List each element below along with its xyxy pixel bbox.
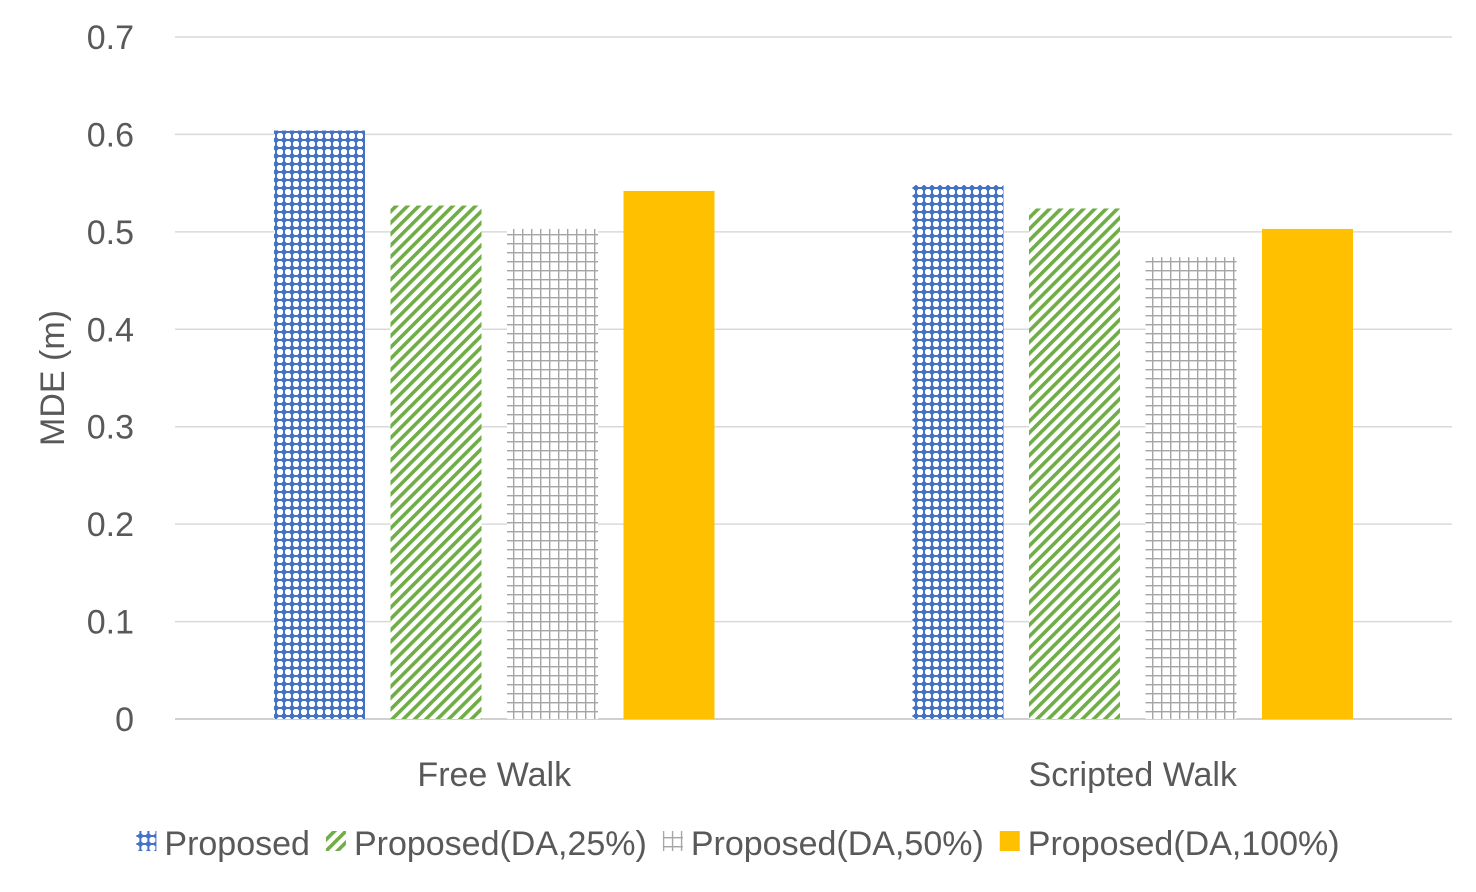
bar-proposed-da-100--scripted-walk: [1262, 228, 1353, 720]
legend-item: Proposed(DA,50%): [662, 825, 984, 863]
bar-proposed-da-50--scripted-walk: [1145, 257, 1237, 719]
bar-proposed-da-25--free-walk: [390, 205, 482, 720]
bars: [274, 130, 1353, 720]
legend-label: Proposed(DA,25%): [354, 825, 647, 863]
y-tick-label: 0.4: [87, 311, 134, 349]
legend-item: Proposed(DA,100%): [999, 825, 1340, 863]
x-tick-label: Free Walk: [417, 756, 572, 794]
y-tick-labels: 0 0.1 0.2 0.3 0.4 0.5 0.6 0.7: [87, 19, 134, 739]
x-tick-label: Scripted Walk: [1029, 756, 1238, 794]
legend: Proposed Proposed(DA,25%) Proposed(DA,50%)…: [136, 825, 1340, 863]
y-axis-label: MDE (m): [34, 310, 72, 446]
bar-proposed-da-50--free-walk: [507, 228, 598, 720]
y-tick-label: 0.1: [87, 604, 134, 642]
y-tick-label: 0.2: [87, 506, 134, 544]
y-tick-label: 0.7: [87, 19, 134, 57]
legend-label: Proposed(DA,50%): [691, 825, 984, 863]
legend-swatch: [325, 831, 346, 851]
legend-label: Proposed(DA,100%): [1028, 825, 1340, 863]
legend-swatch: [999, 831, 1020, 851]
bar-proposed-scripted-walk: [912, 185, 1004, 719]
y-tick-label: 0: [115, 701, 134, 739]
bar-proposed-da-25--scripted-walk: [1029, 208, 1120, 719]
x-tick-labels: Free Walk Scripted Walk: [417, 756, 1238, 794]
y-tick-label: 0.6: [87, 116, 134, 154]
grid-lines: [175, 36, 1452, 720]
legend-swatch: [662, 831, 683, 851]
legend-item: Proposed(DA,25%): [325, 825, 647, 863]
legend-swatch: [136, 831, 157, 851]
legend-label: Proposed: [164, 825, 310, 863]
y-tick-label: 0.5: [87, 214, 134, 252]
bar-proposed-da-100--free-walk: [623, 190, 715, 720]
bar-proposed-free-walk: [274, 130, 365, 719]
y-tick-label: 0.3: [87, 409, 134, 447]
legend-item: Proposed: [136, 825, 310, 863]
